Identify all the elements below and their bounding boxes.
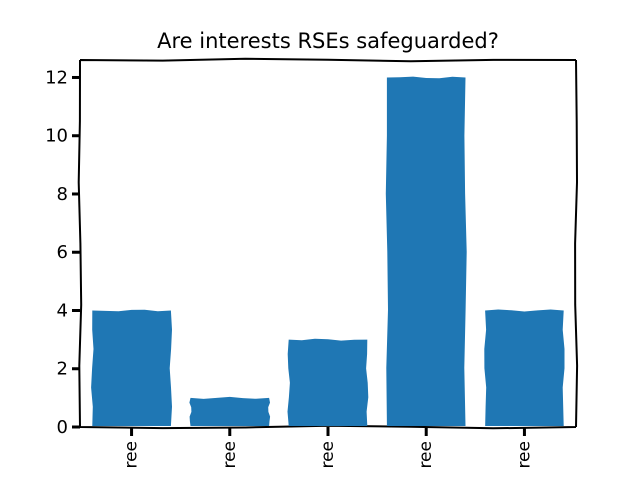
axes-frame xyxy=(77,57,579,430)
y-tick-label: 12 xyxy=(45,67,68,88)
x-tick-label: ree xyxy=(318,441,338,469)
x-axis: ree ree ree ree ree xyxy=(122,427,534,469)
bar-5 xyxy=(484,309,565,426)
y-tick-label: 0 xyxy=(57,417,68,438)
y-tick-label: 4 xyxy=(57,300,68,321)
bar-1 xyxy=(91,309,172,426)
chart-title: Are interests RSEs safeguarded? xyxy=(157,29,499,53)
y-tick-label: 10 xyxy=(45,126,68,147)
y-tick-label: 8 xyxy=(57,184,68,205)
bar-2 xyxy=(189,396,271,426)
x-tick-label: ree xyxy=(416,441,436,469)
bar-3 xyxy=(287,338,369,426)
y-tick-label: 2 xyxy=(57,359,68,380)
plot-area xyxy=(77,57,579,430)
x-tick-label: ree xyxy=(220,441,240,469)
bars-group xyxy=(91,76,565,426)
y-tick-label: 6 xyxy=(57,242,68,263)
y-axis: 0 2 4 6 8 10 12 xyxy=(45,67,80,438)
x-tick-label: ree xyxy=(122,441,142,469)
bar-4 xyxy=(385,76,467,426)
x-tick-label: ree xyxy=(514,441,534,469)
